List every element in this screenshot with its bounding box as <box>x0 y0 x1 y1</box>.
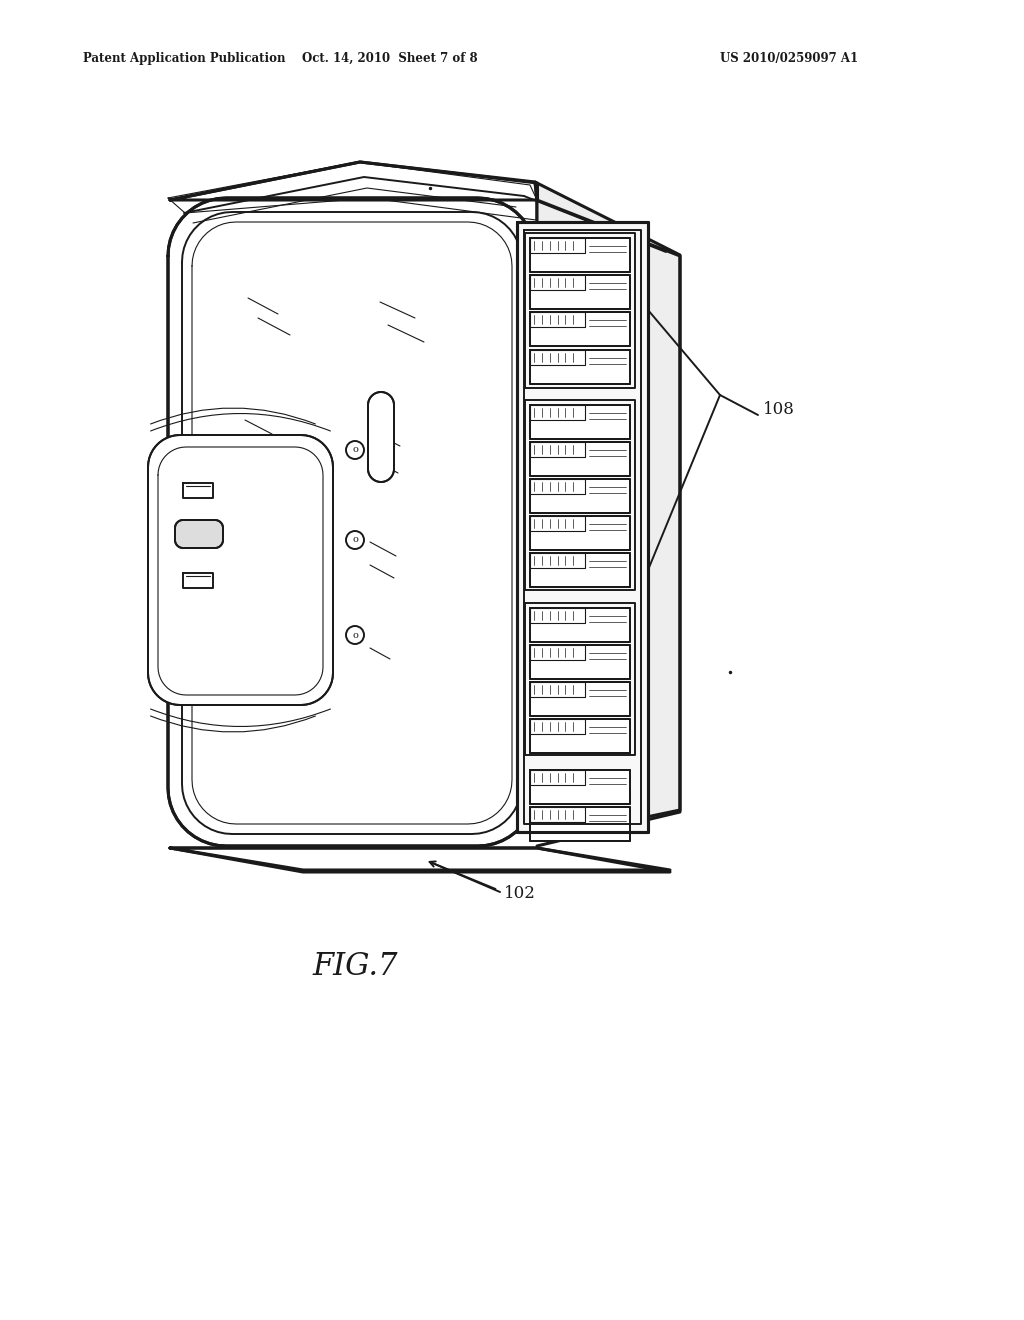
Polygon shape <box>530 442 630 477</box>
Polygon shape <box>530 770 630 804</box>
Text: 108: 108 <box>763 401 795 418</box>
Text: Oct. 14, 2010  Sheet 7 of 8: Oct. 14, 2010 Sheet 7 of 8 <box>302 51 478 65</box>
Polygon shape <box>168 162 536 220</box>
Polygon shape <box>530 516 630 550</box>
Polygon shape <box>530 682 630 715</box>
Text: 102: 102 <box>504 884 536 902</box>
Polygon shape <box>170 162 537 201</box>
Text: US 2010/0259097 A1: US 2010/0259097 A1 <box>720 51 858 65</box>
Text: FIG.7: FIG.7 <box>312 950 397 982</box>
Polygon shape <box>530 350 630 384</box>
Polygon shape <box>530 645 630 678</box>
Text: o: o <box>352 631 358 639</box>
Polygon shape <box>148 436 333 705</box>
Text: o: o <box>352 446 358 454</box>
Polygon shape <box>170 847 670 870</box>
Polygon shape <box>168 198 536 846</box>
Polygon shape <box>535 182 680 840</box>
Polygon shape <box>530 312 630 346</box>
Polygon shape <box>530 609 630 642</box>
Polygon shape <box>175 520 223 548</box>
Polygon shape <box>368 392 394 482</box>
Polygon shape <box>530 807 630 841</box>
Polygon shape <box>530 479 630 513</box>
Polygon shape <box>530 238 630 272</box>
Polygon shape <box>530 553 630 587</box>
Text: Patent Application Publication: Patent Application Publication <box>83 51 286 65</box>
Text: o: o <box>352 536 358 544</box>
Polygon shape <box>530 275 630 309</box>
Polygon shape <box>517 222 648 832</box>
Polygon shape <box>530 405 630 440</box>
Polygon shape <box>530 719 630 752</box>
